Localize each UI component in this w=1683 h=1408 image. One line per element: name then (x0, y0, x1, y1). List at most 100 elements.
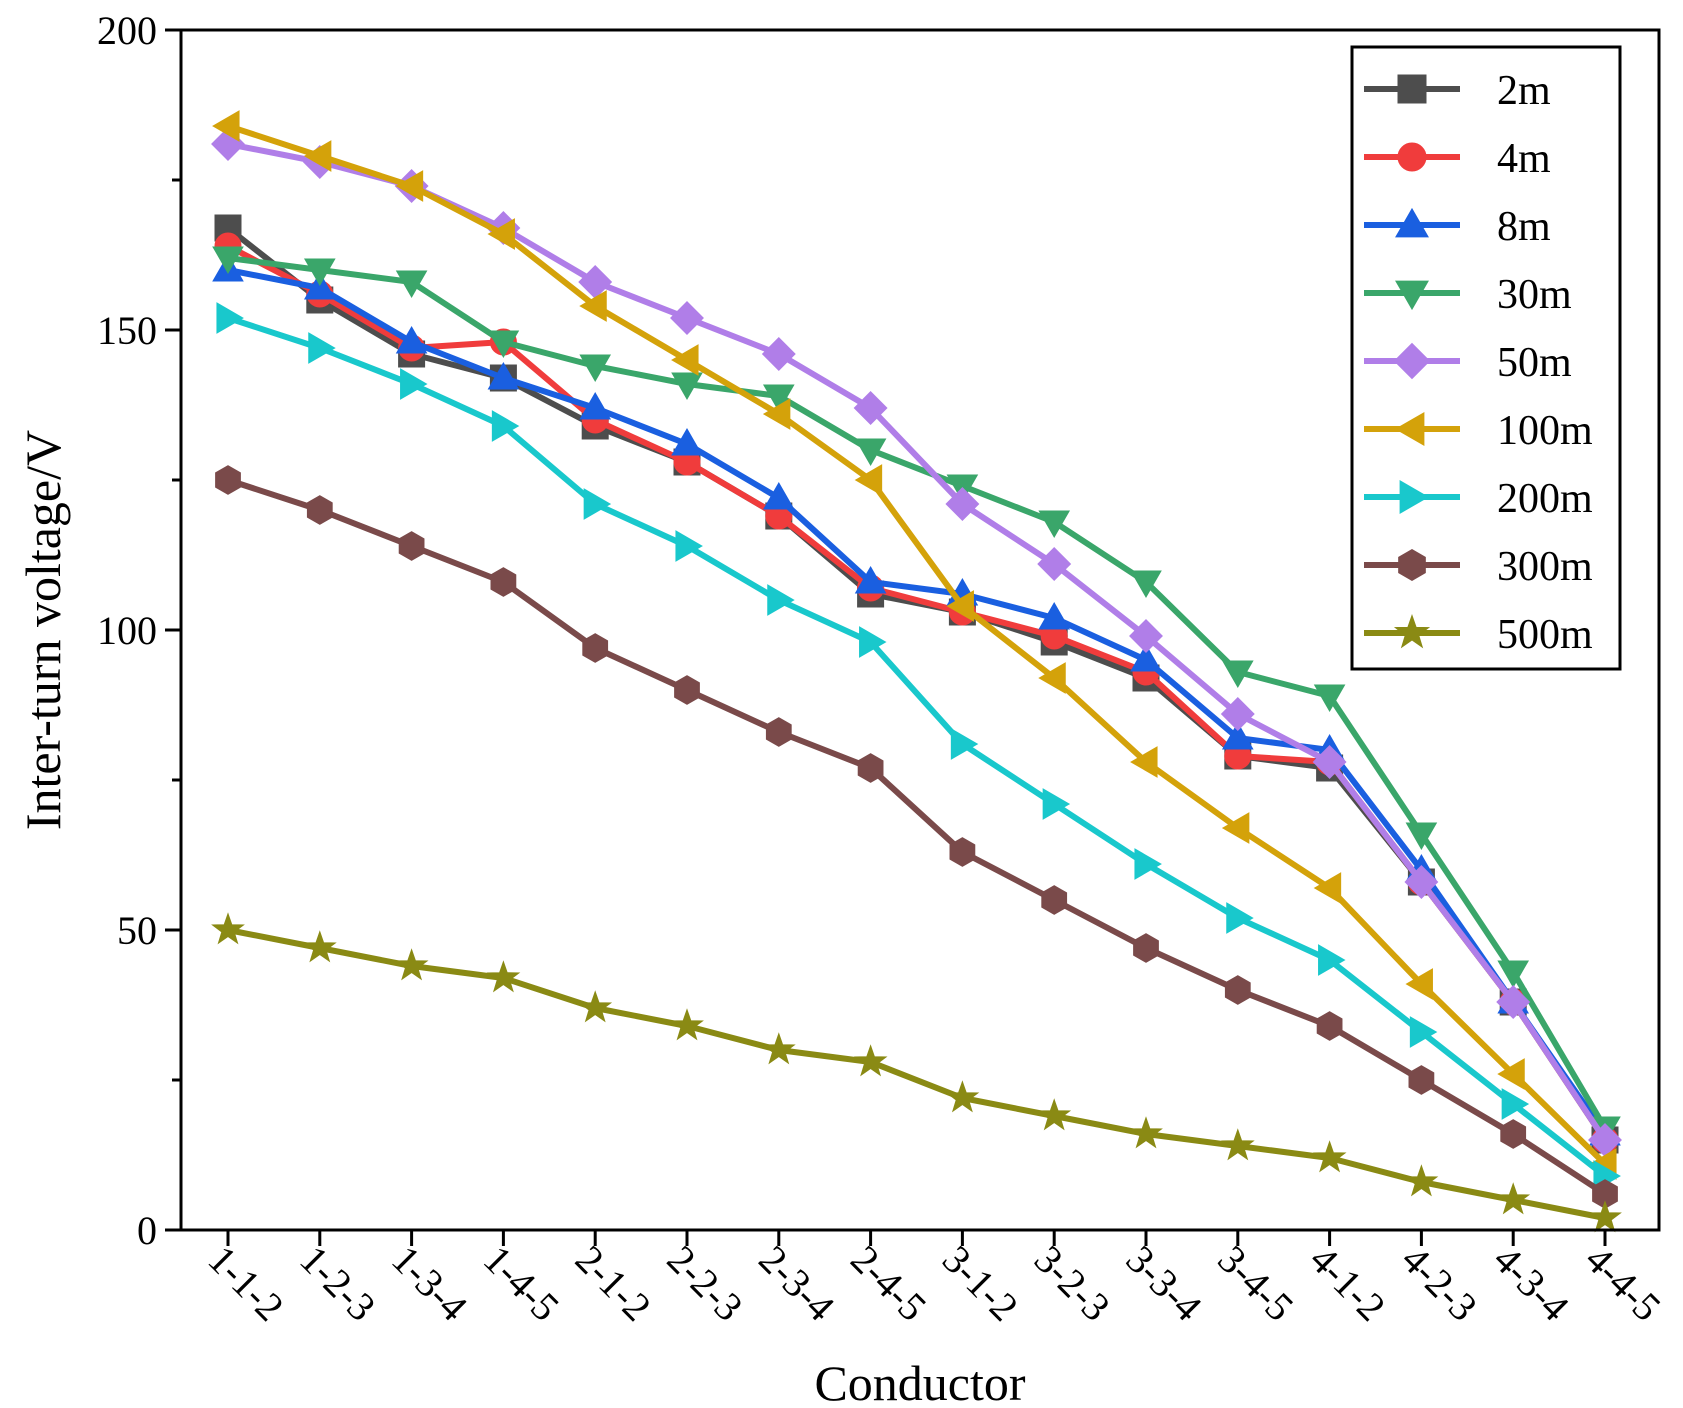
data-point (854, 464, 883, 496)
data-point (1221, 722, 1254, 750)
data-point (945, 487, 980, 521)
y-tick-label: 50 (117, 908, 157, 953)
data-point (1404, 1164, 1439, 1197)
series-line (227, 315, 1607, 1179)
data-point (306, 495, 333, 525)
data-point (1496, 1182, 1531, 1215)
series-line (227, 267, 1608, 1136)
data-point (671, 344, 699, 376)
data-point (395, 170, 424, 202)
data-point (1496, 985, 1531, 1019)
legend-label: 50m (1497, 340, 1572, 386)
data-point (1399, 480, 1430, 514)
data-point (1130, 570, 1162, 598)
data-point (1312, 745, 1347, 779)
x-axis-title: Conductor (814, 1355, 1025, 1408)
data-point (216, 302, 244, 334)
data-point (579, 354, 612, 382)
legend-label: 4m (1497, 136, 1551, 182)
data-point (1398, 549, 1426, 581)
data-point (302, 930, 337, 963)
data-point (583, 488, 612, 520)
data-point (1220, 1128, 1255, 1161)
data-point (578, 990, 613, 1023)
legend: 2m 4m 8m 30m 50m 100m 200m 300m 500m (1350, 45, 1622, 671)
data-point (1041, 885, 1068, 915)
data-point (946, 590, 974, 622)
legend-item: 300m (1364, 544, 1593, 590)
data-point (762, 384, 795, 412)
data-point (490, 567, 517, 597)
data-point (1129, 619, 1163, 653)
series-100m (212, 110, 1617, 1180)
data-point (395, 270, 428, 298)
data-point (1220, 697, 1255, 731)
data-point (762, 482, 795, 510)
data-point (1037, 1098, 1072, 1131)
data-point (487, 330, 520, 358)
data-point (579, 392, 612, 420)
plot-area-frame (179, 28, 1661, 1232)
data-point (308, 332, 336, 364)
legend-item: 500m (1364, 612, 1593, 658)
data-point (765, 717, 792, 747)
legend-label: 30m (1497, 272, 1572, 318)
data-point (670, 301, 704, 335)
data-point (859, 626, 887, 658)
legend-item: 30m (1364, 272, 1572, 318)
data-point (1497, 960, 1530, 988)
legend-item: 200m (1364, 476, 1593, 522)
data-point (671, 372, 703, 400)
data-point (762, 398, 791, 430)
data-point (1409, 1016, 1438, 1048)
data-point (1134, 848, 1162, 880)
data-point (1395, 280, 1429, 311)
data-point (398, 531, 425, 561)
data-point (671, 428, 703, 456)
data-point (1038, 602, 1071, 630)
data-point (853, 1044, 888, 1077)
data-point (1226, 902, 1254, 934)
data-point (303, 272, 336, 300)
data-point (1038, 510, 1071, 538)
legend-label: 2m (1497, 68, 1551, 114)
data-point (674, 675, 700, 705)
data-point (303, 258, 336, 286)
data-point (767, 584, 795, 616)
data-point (945, 1080, 980, 1113)
legend-label: 300m (1497, 544, 1593, 590)
data-point (211, 912, 245, 945)
data-point (212, 246, 244, 274)
data-point (1394, 412, 1425, 446)
data-point (1316, 1011, 1343, 1041)
series-line (227, 927, 1606, 1221)
legend-label: 200m (1497, 476, 1593, 522)
data-point (1130, 746, 1158, 778)
data-point (1405, 968, 1433, 1000)
data-point (1405, 822, 1438, 850)
data-point (487, 218, 515, 250)
data-point (1224, 975, 1251, 1005)
data-point (1312, 1140, 1347, 1173)
y-tick-label: 100 (97, 608, 157, 653)
data-point (212, 110, 240, 142)
legend-label: 8m (1497, 204, 1551, 250)
series-line (227, 477, 1607, 1197)
data-point (1393, 613, 1431, 649)
y-tick-label: 200 (97, 8, 157, 53)
data-point (487, 362, 520, 390)
legend-item: 50m (1364, 340, 1572, 386)
legend-item: 8m (1364, 204, 1551, 250)
data-point (579, 290, 607, 322)
data-point (394, 948, 429, 981)
series-500m (211, 912, 1622, 1233)
data-point (1042, 788, 1071, 820)
data-point (1404, 865, 1439, 899)
data-point (1221, 660, 1254, 688)
y-tick-label: 0 (137, 1208, 157, 1253)
data-point (1397, 142, 1427, 172)
data-point (1588, 1200, 1622, 1233)
data-point (303, 140, 332, 172)
legend-item: 100m (1364, 408, 1593, 454)
data-point (1397, 74, 1427, 104)
